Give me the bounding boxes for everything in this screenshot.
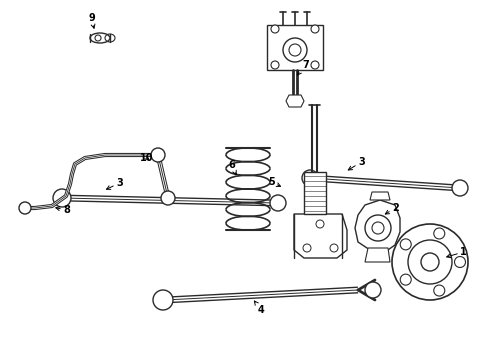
Polygon shape (365, 248, 390, 262)
Circle shape (270, 195, 286, 211)
Circle shape (372, 222, 384, 234)
Text: 7: 7 (297, 60, 309, 75)
Text: 9: 9 (88, 13, 95, 28)
Circle shape (19, 202, 31, 214)
Text: 1: 1 (447, 247, 467, 258)
Circle shape (392, 224, 468, 300)
Text: 3: 3 (348, 157, 365, 170)
Circle shape (289, 44, 301, 56)
Bar (304, 172, 326, 214)
Circle shape (330, 244, 338, 252)
Ellipse shape (90, 33, 110, 43)
Circle shape (400, 274, 411, 285)
Circle shape (311, 25, 319, 33)
Circle shape (283, 38, 307, 62)
Circle shape (153, 290, 173, 310)
Text: 5: 5 (268, 177, 280, 187)
Circle shape (302, 170, 318, 186)
Circle shape (316, 220, 324, 228)
Circle shape (452, 180, 468, 196)
Circle shape (95, 35, 101, 41)
Circle shape (434, 228, 445, 239)
Text: 10: 10 (140, 153, 153, 163)
Text: 8: 8 (56, 205, 70, 215)
Polygon shape (294, 214, 347, 258)
Circle shape (408, 240, 452, 284)
Polygon shape (286, 95, 304, 107)
Circle shape (303, 244, 311, 252)
Polygon shape (355, 200, 400, 252)
Circle shape (271, 61, 279, 69)
Text: 2: 2 (385, 203, 399, 214)
Text: 6: 6 (228, 160, 236, 175)
Circle shape (421, 253, 439, 271)
Circle shape (161, 191, 175, 205)
Circle shape (271, 25, 279, 33)
Text: 3: 3 (106, 178, 123, 189)
Circle shape (400, 239, 411, 250)
Circle shape (455, 256, 466, 267)
Circle shape (311, 61, 319, 69)
Bar (267, 25, 323, 70)
Circle shape (53, 189, 71, 207)
Circle shape (365, 282, 381, 298)
Polygon shape (370, 192, 390, 200)
Circle shape (151, 148, 165, 162)
Text: 4: 4 (254, 301, 265, 315)
Circle shape (434, 285, 445, 296)
Circle shape (365, 215, 391, 241)
